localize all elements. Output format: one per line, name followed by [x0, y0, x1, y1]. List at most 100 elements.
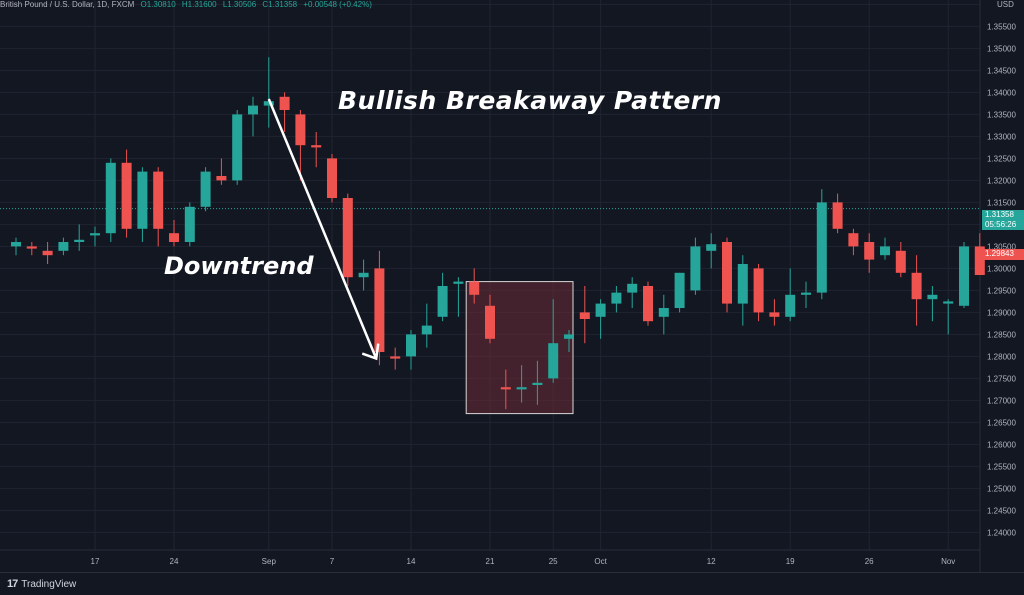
x-tick-label: Oct — [594, 557, 607, 566]
candle-body — [848, 233, 859, 247]
candle-body — [421, 325, 432, 335]
tradingview-logo[interactable]: 17 TradingView — [7, 578, 76, 590]
y-tick-label: 1.25500 — [987, 462, 1016, 471]
candle-body — [374, 268, 385, 352]
candle-body — [121, 162, 132, 229]
candle-body — [358, 272, 369, 278]
y-tick-label: 1.34500 — [987, 66, 1016, 75]
x-tick-label: 21 — [486, 557, 495, 566]
brand-name: TradingView — [21, 578, 77, 590]
candle-body — [564, 334, 574, 339]
y-tick-label: 1.34000 — [987, 88, 1016, 97]
candle-body — [200, 171, 211, 207]
downtrend-arrow-head — [361, 343, 380, 361]
candle-body — [263, 101, 274, 106]
candle-body — [342, 198, 353, 278]
y-tick-label: 1.32500 — [987, 154, 1016, 163]
last-price-tag: 1.31358 05:56:26 — [982, 210, 1024, 230]
currency-label: USD — [997, 0, 1014, 9]
candle-body — [11, 242, 21, 247]
y-tick-label: 1.26000 — [987, 440, 1016, 449]
candle-body — [816, 202, 827, 293]
candle-body — [722, 242, 732, 304]
x-tick-label: 7 — [330, 557, 335, 566]
x-tick-label: Nov — [941, 557, 955, 566]
y-tick-label: 1.31500 — [987, 198, 1016, 207]
candle-body — [864, 242, 875, 260]
x-tick-label: 17 — [91, 557, 100, 566]
candle-body — [406, 334, 416, 357]
candle-body — [706, 244, 717, 251]
change-value: +0.00548 (+0.42%) — [303, 0, 372, 9]
candle-body — [769, 312, 780, 317]
candle-body — [327, 158, 337, 198]
candle-body — [153, 171, 164, 229]
y-tick-label: 1.29500 — [987, 286, 1016, 295]
candle-body — [390, 356, 401, 359]
countdown: 05:56:26 — [985, 220, 1017, 229]
tradingview-logo-icon: 17 — [7, 578, 18, 590]
candle-body — [279, 96, 290, 110]
open-value: O1.30810 — [140, 0, 176, 9]
symbol-header: British Pound / U.S. Dollar, 1D, FXCM O1… — [0, 0, 974, 14]
candle-body — [943, 301, 954, 304]
candle-body — [785, 294, 796, 317]
candle-body — [611, 292, 622, 304]
y-tick-label: 1.35000 — [987, 44, 1016, 53]
candle-body — [832, 202, 843, 229]
candle-body — [137, 171, 148, 229]
candle-body — [974, 246, 985, 275]
candle-body — [658, 308, 669, 317]
candle-body — [90, 233, 100, 236]
y-tick-label: 1.26500 — [987, 418, 1016, 427]
candle-body — [500, 387, 511, 390]
candle-body — [469, 281, 480, 295]
x-tick-label: 19 — [786, 557, 795, 566]
candle-body — [437, 286, 448, 317]
candle-body — [169, 233, 179, 242]
candle-body — [105, 162, 116, 234]
y-tick-label: 1.33000 — [987, 132, 1016, 141]
candle-body — [184, 206, 195, 242]
x-tick-label: 26 — [865, 557, 874, 566]
y-tick-label: 1.28000 — [987, 352, 1016, 361]
low-value: L1.30506 — [222, 0, 257, 9]
y-tick-label: 1.33500 — [987, 110, 1016, 119]
marker-price-tag: 1.29843 — [982, 249, 1024, 260]
y-tick-label: 1.27000 — [987, 396, 1016, 405]
y-tick-label: 1.32000 — [987, 176, 1016, 185]
high-value: H1.31600 — [181, 0, 217, 9]
downtrend-label: Downtrend — [164, 252, 314, 280]
candle-body — [26, 246, 37, 249]
y-tick-label: 1.28500 — [987, 330, 1016, 339]
candle-body — [927, 294, 938, 300]
x-tick-label: 24 — [170, 557, 179, 566]
candle-body — [911, 272, 922, 300]
candle-body — [232, 114, 243, 181]
x-tick-label: 25 — [549, 557, 558, 566]
candle-body — [532, 382, 543, 385]
candle-body — [485, 305, 495, 339]
candle-body — [643, 286, 653, 322]
close-value: C1.31358 — [262, 0, 298, 9]
downtrend-arrow-line — [267, 98, 378, 360]
symbol-name: British Pound / U.S. Dollar, 1D, FXCM — [0, 0, 135, 9]
candle-body — [880, 246, 890, 256]
candle-body — [216, 176, 227, 181]
candle-body — [74, 239, 85, 242]
candle-body — [516, 387, 527, 390]
y-tick-label: 1.35500 — [987, 22, 1016, 31]
y-tick-label: 1.30000 — [987, 264, 1016, 273]
candle-body — [753, 268, 764, 313]
candle-body — [548, 343, 559, 379]
candle-body — [595, 303, 606, 317]
candle-body — [959, 246, 969, 306]
candle-body — [311, 145, 322, 148]
candle-body — [42, 250, 53, 256]
marker-price: 1.29843 — [985, 249, 1014, 258]
pattern-title: Bullish Breakaway Pattern — [338, 86, 722, 115]
y-tick-label: 1.24000 — [987, 528, 1016, 537]
y-tick-label: 1.27500 — [987, 374, 1016, 383]
y-tick-label: 1.24500 — [987, 506, 1016, 515]
